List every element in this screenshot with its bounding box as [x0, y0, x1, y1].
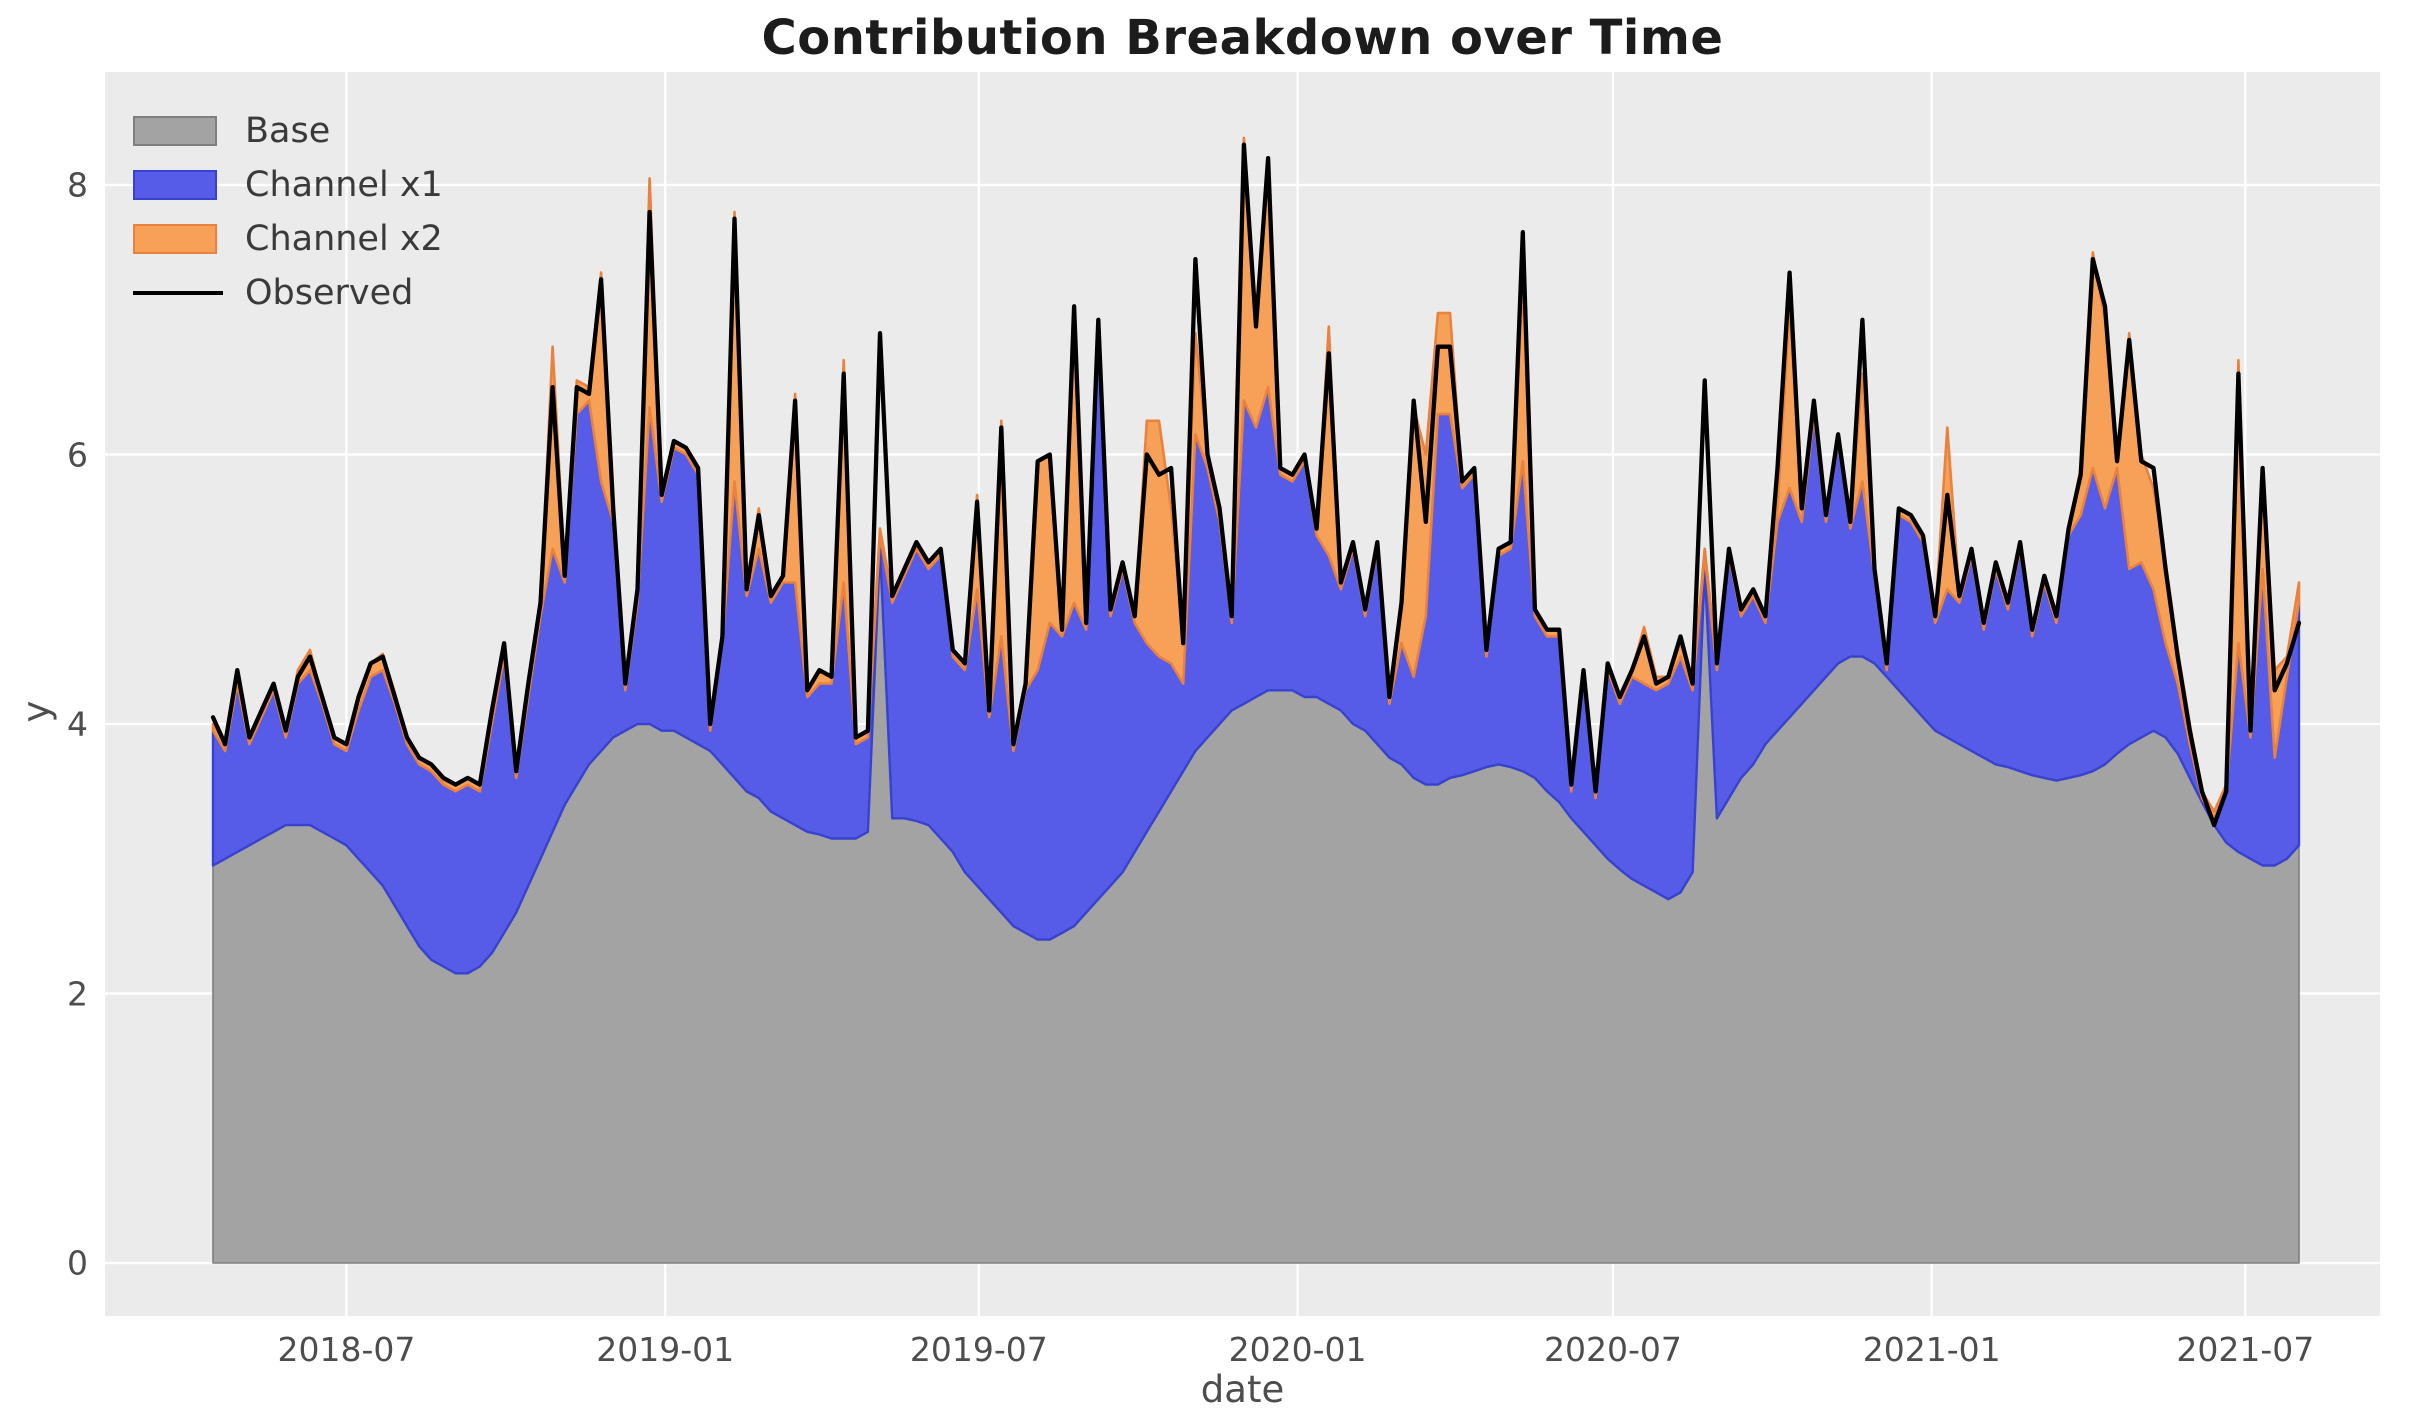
legend-swatch-icon [133, 224, 217, 254]
legend-item: Observed [133, 266, 443, 320]
y-tick-label: 6 [67, 435, 88, 474]
observed-line [210, 142, 2302, 828]
legend-item: Channel x2 [133, 212, 443, 266]
x-axis-label: date [1200, 1368, 1285, 1411]
y-tick-label: 0 [67, 1243, 88, 1283]
legend-label: Base [245, 111, 331, 151]
y-axis-label: y [14, 700, 58, 723]
x-tick-label: 2020-01 [1228, 1330, 1367, 1369]
legend-item: Base [133, 104, 443, 158]
stacked-areas [210, 136, 2302, 1264]
legend-label: Channel x1 [245, 165, 443, 205]
legend-swatch-icon [133, 170, 217, 200]
y-tick-label: 8 [67, 165, 88, 205]
x-tick-label: 2021-01 [1862, 1330, 2001, 1369]
x-tick-label: 2021-07 [2176, 1330, 2315, 1369]
x-tick-label: 2020-07 [1543, 1330, 1682, 1369]
x-tick-label: 2018-07 [277, 1330, 416, 1369]
x-tick-label: 2019-01 [596, 1330, 735, 1369]
legend-label: Observed [245, 273, 414, 313]
legend-line-icon [133, 291, 223, 295]
y-tick-label: 4 [67, 704, 88, 744]
legend-label: Channel x2 [245, 219, 443, 259]
y-tick-label: 2 [67, 974, 88, 1013]
legend-item: Channel x1 [133, 158, 443, 212]
legend-swatch-icon [133, 116, 217, 146]
legend: Base Channel x1 Channel x2 Observed [133, 104, 443, 320]
x-tick-label: 2019-07 [909, 1330, 1048, 1369]
chart-title: Contribution Breakdown over Time [761, 10, 1724, 66]
